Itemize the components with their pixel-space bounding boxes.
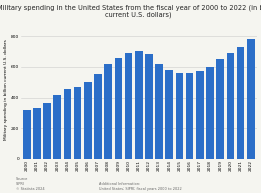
Bar — [125, 53, 132, 159]
Bar — [104, 64, 112, 159]
Y-axis label: Military spending in billion current U.S. dollars: Military spending in billion current U.S… — [4, 40, 8, 140]
Bar — [33, 108, 41, 159]
Bar — [216, 59, 224, 159]
Bar — [155, 64, 163, 159]
Bar — [145, 54, 153, 159]
Text: Source
SIPRI
© Statista 2024: Source SIPRI © Statista 2024 — [16, 177, 44, 191]
Bar — [23, 110, 31, 159]
Bar — [43, 103, 51, 159]
Bar — [247, 39, 254, 159]
Bar — [165, 70, 173, 159]
Bar — [64, 89, 71, 159]
Bar — [237, 47, 244, 159]
Title: Military spending in the United States from the fiscal year of 2000 to 2022 (in : Military spending in the United States f… — [0, 4, 261, 18]
Bar — [135, 51, 143, 159]
Bar — [186, 73, 193, 159]
Bar — [54, 95, 61, 159]
Bar — [74, 87, 81, 159]
Bar — [196, 71, 204, 159]
Bar — [115, 58, 122, 159]
Bar — [206, 67, 214, 159]
Bar — [94, 74, 102, 159]
Text: Additional Information:
United States; SIPRI; fiscal years 2000 to 2022: Additional Information: United States; S… — [99, 182, 182, 191]
Bar — [176, 73, 183, 159]
Bar — [84, 82, 92, 159]
Bar — [227, 53, 234, 159]
